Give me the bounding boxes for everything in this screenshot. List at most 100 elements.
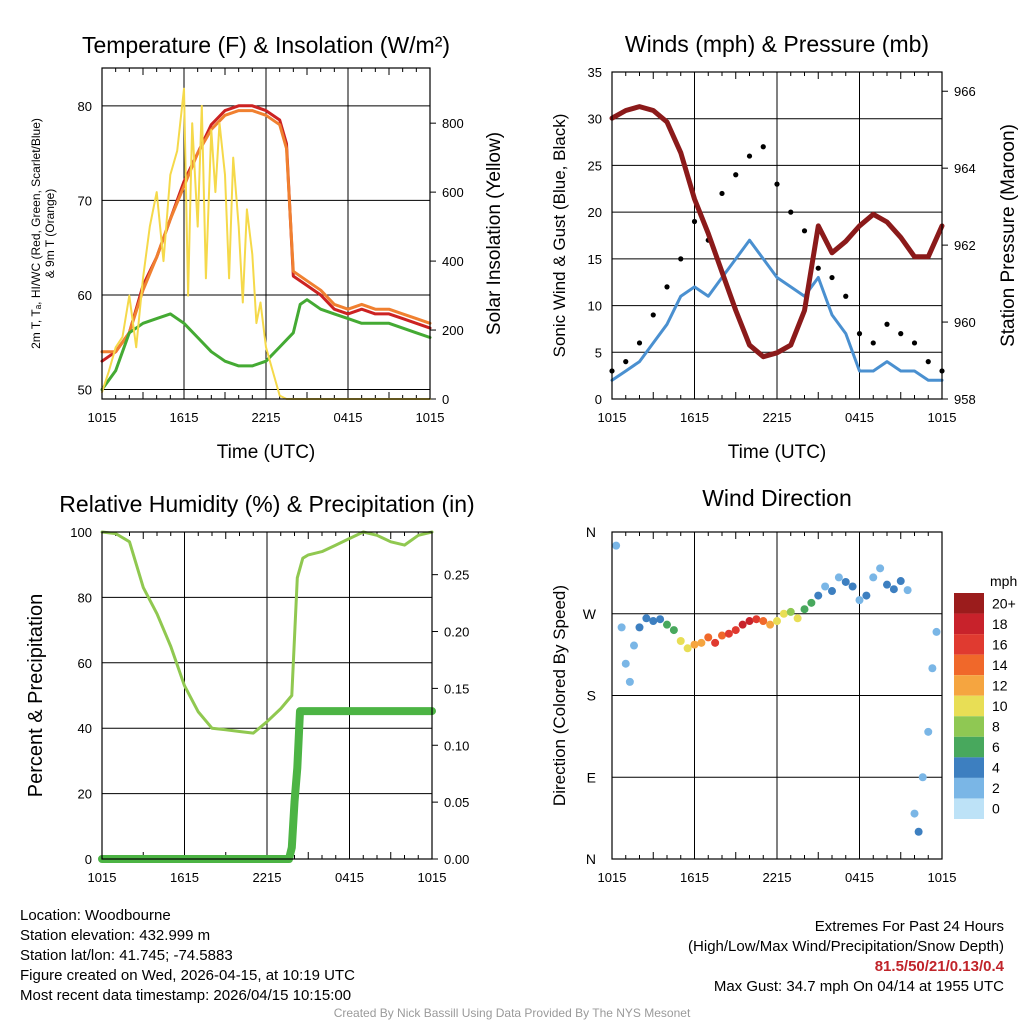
wind-gust-point [911,340,918,346]
temp-xlabel: Time (UTC) [217,442,316,463]
colorbar-label: 14 [992,657,1008,673]
temp-series-line [101,87,431,400]
temp-xtick-label: 1015 [416,410,445,425]
wind-gust-point [815,265,821,271]
wind-ytick-label: 0 [595,392,602,407]
max-gust: Max Gust: 34.7 mph On 04/14 at 1955 UTC [713,978,1004,995]
rh-ytick-right-label: 0.05 [444,795,469,810]
wind-gust-point [884,321,890,327]
wind-series-line [609,104,945,360]
temp-ytick-right-label: 0 [442,392,449,407]
dir-point [932,627,941,636]
station-elevation: Station elevation: 432.999 m [20,927,211,944]
colorbar-label: 18 [992,616,1008,632]
dir-point [642,614,651,623]
dir-point [752,615,761,624]
dir-title: Wind Direction [702,485,852,511]
dir-point [731,626,740,635]
wind-ylabel-right: Station Pressure (Maroon) [998,124,1019,347]
station-location: Location: Woodbourne [20,907,171,924]
temp-ytick-label: 50 [78,383,92,398]
wind-ytick-right-label: 962 [954,238,976,253]
station-latlon: Station lat/lon: 41.745; -74.5883 [20,947,233,964]
dir-xtick-label: 1015 [598,870,627,885]
rh-series-line [100,530,434,735]
rh-ylabel: Percent & Precipitation [25,594,47,797]
dir-point [669,626,678,635]
temp-ylabel-right: Solar Insolation (Yellow) [484,132,505,335]
dir-point [683,644,692,653]
dir-point [828,587,836,596]
rh-xtick-label: 1015 [88,870,117,885]
dir-point [649,617,658,626]
rh-ytick-label: 40 [78,721,92,736]
wind-ytick-right-label: 960 [954,315,976,330]
extremes-subtitle: (High/Low/Max Wind/Precipitation/Snow De… [688,938,1004,955]
rh-ytick-label: 80 [78,590,92,605]
dir-ytick-label: N [586,851,596,867]
colorbar-swatch [954,695,984,717]
wind-gust-point [801,228,808,234]
dir-point [862,591,871,600]
dir-point [704,633,713,642]
dir-point [841,577,850,586]
wind-ytick-label: 25 [588,158,602,173]
dir-point [676,637,685,645]
wind-gust-point [636,340,643,346]
dir-point [883,580,891,589]
colorbar-swatch [954,736,984,758]
temp-ytick-label: 70 [78,193,92,208]
dir-point [697,638,706,647]
colorbar-label: 2 [992,780,1000,796]
wind-ytick-label: 10 [588,299,602,314]
wind-ytick-label: 35 [588,65,602,80]
dir-point [807,598,816,607]
dir-point [766,620,775,629]
temp-ytick-right-label: 200 [442,323,464,338]
wind-gust-point [760,144,766,150]
rh-xtick-label: 2215 [253,870,282,885]
colorbar-label: 8 [992,719,1000,735]
dir-point [773,617,781,626]
dir-frame [611,531,943,860]
colorbar-swatch [954,675,984,696]
dir-point [656,615,665,624]
dir-ytick-label: W [583,606,597,622]
dir-point [793,614,802,623]
wind-frame [611,71,943,400]
rh-ytick-label: 60 [78,656,92,671]
dir-point [903,586,912,595]
temp-xtick-label: 1615 [170,410,199,425]
dir-point [821,582,830,591]
temp-ylabel: 2m T, Tₐ, HI/WC (Red, Green, Scarlet/Blu… [29,118,43,349]
colorbar-swatch [954,777,984,799]
rh-ytick-right-label: 0.10 [444,738,469,753]
dir-point [800,605,809,614]
wind-series-line [610,238,944,382]
colorbar-label: 16 [992,636,1008,652]
extremes-panel: Extremes For Past 24 Hours (High/Low/Max… [688,917,1004,997]
dir-point [663,620,671,629]
wind-gust-point [925,359,931,365]
colorbar-swatch [954,634,984,655]
recent-timestamp: Most recent data timestamp: 2026/04/15 1… [20,987,352,1004]
dir-point [779,609,788,618]
wind-gust-point [856,331,863,337]
dir-ylabel: Direction (Colored By Speed) [550,585,569,806]
wind-gust-point [843,293,849,299]
dir-point [738,620,747,629]
dir-point [617,623,626,632]
dir-point [869,573,878,582]
dir-xtick-label: 0415 [845,870,874,885]
temp-frame [101,67,431,400]
wind-ytick-label: 30 [588,112,602,127]
wind-ytick-right-label: 964 [954,161,976,176]
dir-point [918,773,927,782]
dir-point [910,809,919,818]
station-info: Location: Woodbourne Station elevation: … [20,906,355,1006]
dir-point [834,573,843,582]
temp-title: Temperature (F) & Insolation (W/m²) [82,32,450,58]
wind-xtick-label: 0415 [845,410,874,425]
extremes-values: 81.5/50/21/0.13/0.4 [874,958,1004,975]
dir-point [745,617,754,626]
